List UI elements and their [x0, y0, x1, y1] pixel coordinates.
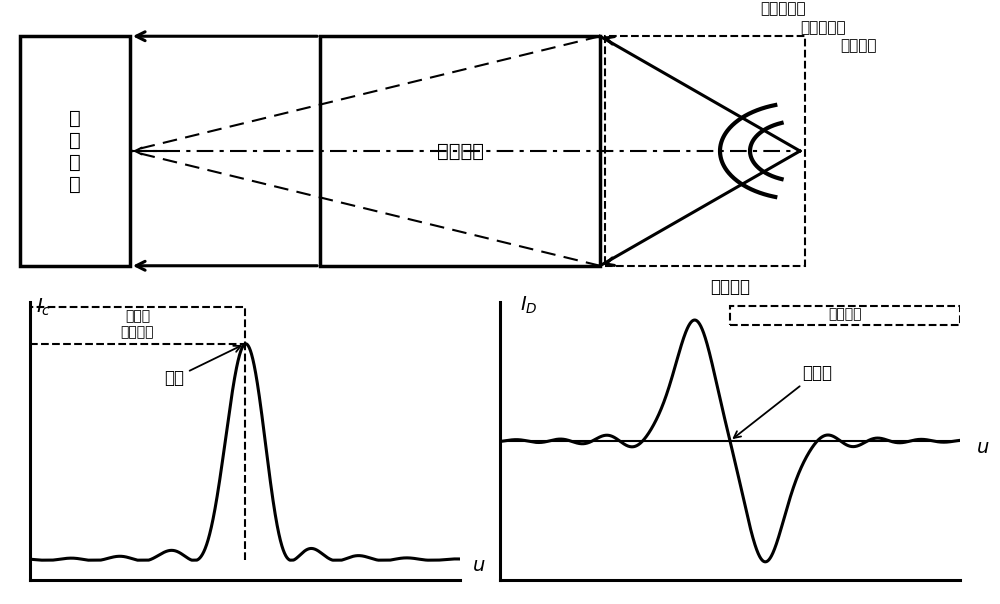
Bar [730, 306, 960, 325]
Bar [605, 36, 805, 266]
Text: $I_D$: $I_D$ [520, 295, 538, 316]
Text: 过零点: 过零点 [734, 364, 832, 438]
Text: 靶丸外表面: 靶丸外表面 [760, 2, 806, 16]
Text: 靶丸内表面: 靶丸内表面 [800, 20, 846, 34]
Text: 干
涉
相
机: 干 涉 相 机 [69, 109, 81, 193]
Text: 外表面
共轭位置: 外表面 共轭位置 [205, 331, 245, 370]
Text: 共焦位置: 共焦位置 [710, 278, 750, 296]
Text: $u$: $u$ [472, 556, 486, 574]
Text: 靶丸球心: 靶丸球心 [840, 38, 876, 53]
Text: 成像系统: 成像系统 [436, 141, 484, 161]
Text: 外表面
共轭位置: 外表面 共轭位置 [121, 309, 154, 339]
Text: 共焦位置: 共焦位置 [828, 307, 862, 321]
Bar [30, 307, 245, 344]
Bar [320, 36, 600, 266]
Text: $u$: $u$ [976, 438, 990, 457]
Text: $I_c$: $I_c$ [36, 297, 51, 318]
Bar [130, 326, 320, 374]
Text: 顶点: 顶点 [164, 346, 241, 387]
Bar [20, 36, 130, 266]
